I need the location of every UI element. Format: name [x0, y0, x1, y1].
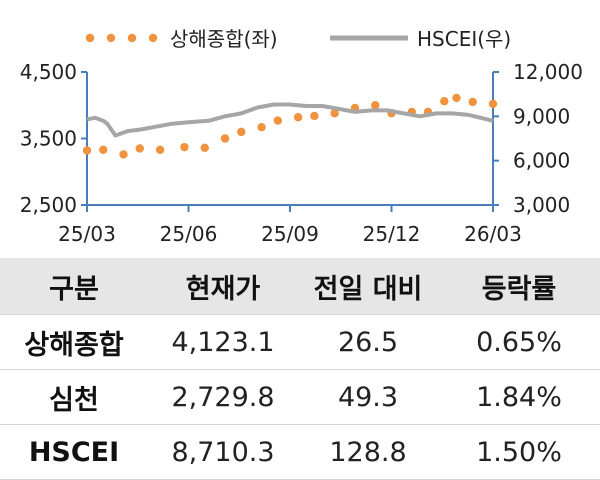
header-change-rate: 등락률	[481, 273, 557, 305]
change-rate-cell: 1.50%	[438, 424, 600, 480]
shanghai-data-point	[330, 109, 339, 118]
current-price-cell: 2,729.8	[148, 369, 298, 425]
row-name: 상해종합	[0, 314, 148, 370]
shanghai-data-point	[293, 113, 303, 122]
legend-dot-marker	[148, 33, 158, 43]
legend-label-shanghai: 상해종합(좌)	[170, 27, 278, 51]
shanghai-data-point	[237, 127, 246, 137]
shanghai-data-point	[371, 101, 380, 110]
change-rate-cell: 0.65%	[438, 314, 600, 370]
table-row: HSCEI 8,710.3 128.8 1.50%	[0, 424, 600, 480]
right-tick-label: 9,000	[513, 104, 570, 128]
row-name: 심천	[0, 369, 148, 425]
change-rate-cell: 1.84%	[438, 369, 600, 425]
chart-axes: 2,500 3,500 4,500 3,000 6,000 9,000 12,000 25/0…	[20, 60, 583, 246]
shanghai-data-point	[155, 145, 165, 155]
x-tick-label: 25/12	[363, 222, 421, 246]
left-tick-label: 3,500	[20, 127, 77, 151]
hscei-series-line	[86, 102, 494, 138]
shanghai-data-point	[82, 146, 92, 155]
index-chart: 상해종합(좌) HSCEI(우) 2,500 3,500 4,500 3,000 6,00…	[20, 27, 583, 246]
shanghai-data-point	[220, 134, 230, 143]
legend-dot-marker	[106, 33, 116, 43]
chart-canvas: 상해종합(좌) HSCEI(우) 2,500 3,500 4,500 3,000 6,00…	[20, 27, 583, 246]
row-name: HSCEI	[0, 424, 148, 480]
shanghai-data-point	[200, 143, 209, 153]
index-table: 구분 현재가 전일 대비 등락률 상해종합 4,123.1 26.5 0.65%…	[0, 258, 600, 480]
change-cell: 49.3	[298, 369, 438, 425]
shanghai-data-point	[273, 116, 283, 125]
current-price-cell: 8,710.3	[148, 424, 298, 480]
shanghai-data-point	[257, 122, 266, 132]
change-cell: 128.8	[298, 424, 438, 480]
x-tick-label: 26/03	[464, 222, 522, 246]
shanghai-data-point	[180, 142, 189, 152]
table-row: 심천 2,729.8 49.3 1.84%	[0, 369, 600, 425]
shanghai-data-point	[99, 145, 108, 155]
shanghai-data-point	[119, 150, 128, 159]
right-tick-label: 12,000	[513, 60, 583, 84]
quote-table: 구분 현재가 전일 대비 등락률 상해종합 4,123.1 26.5 0.65%…	[0, 258, 600, 480]
legend-label-hscei: HSCEI(우)	[417, 27, 511, 51]
legend-dot-marker	[85, 33, 95, 43]
x-tick-label: 25/09	[261, 222, 319, 246]
chart-series	[82, 93, 498, 159]
chart-legend: 상해종합(좌) HSCEI(우)	[85, 27, 511, 51]
header-category: 구분	[49, 273, 99, 305]
change-cell: 26.5	[298, 314, 438, 370]
current-price-cell: 4,123.1	[148, 314, 298, 370]
x-tick-label: 25/03	[58, 222, 116, 246]
left-tick-label: 4,500	[20, 60, 77, 84]
shanghai-data-point	[135, 144, 144, 153]
shanghai-data-point	[452, 93, 461, 103]
right-tick-label: 6,000	[513, 149, 570, 173]
shanghai-data-point	[468, 97, 477, 107]
shanghai-data-point	[488, 99, 498, 109]
left-tick-label: 2,500	[20, 193, 77, 217]
shanghai-data-point	[440, 97, 449, 106]
right-tick-label: 3,000	[513, 193, 570, 217]
header-change: 전일 대비	[313, 273, 423, 305]
legend-dot-marker	[127, 33, 137, 43]
table-header-row: 구분 현재가 전일 대비 등락률	[0, 258, 600, 315]
header-current-price: 현재가	[185, 273, 261, 305]
shanghai-data-point	[310, 111, 319, 121]
table-row: 상해종합 4,123.1 26.5 0.65%	[0, 314, 600, 370]
x-tick-label: 25/06	[160, 222, 218, 246]
